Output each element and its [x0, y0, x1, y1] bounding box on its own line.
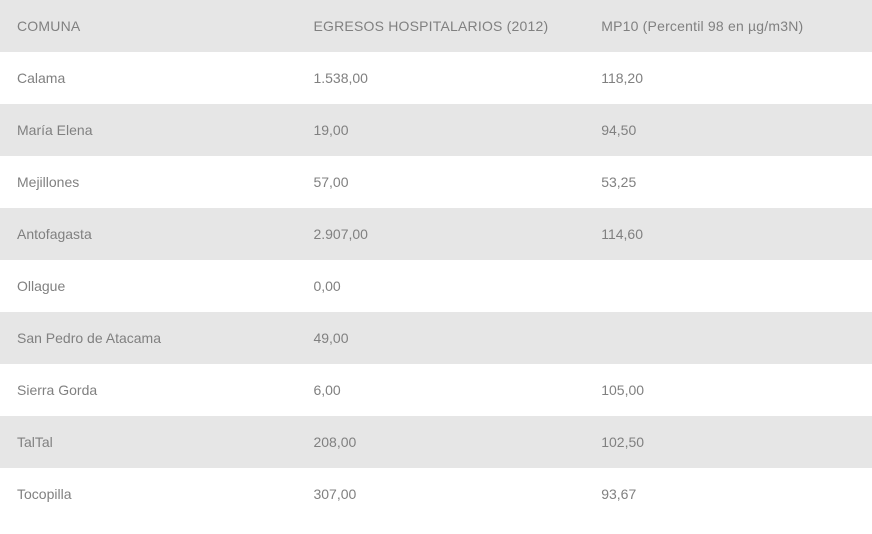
cell-comuna: Mejillones — [0, 156, 296, 208]
column-header-mp10: MP10 (Percentil 98 en µg/m3N) — [584, 0, 872, 52]
table-row: María Elena 19,00 94,50 — [0, 104, 872, 156]
cell-mp10 — [584, 260, 872, 312]
cell-egresos: 0,00 — [296, 260, 584, 312]
cell-mp10 — [584, 312, 872, 364]
cell-comuna: Sierra Gorda — [0, 364, 296, 416]
cell-mp10: 114,60 — [584, 208, 872, 260]
data-table: COMUNA EGRESOS HOSPITALARIOS (2012) MP10… — [0, 0, 872, 520]
column-header-comuna: COMUNA — [0, 0, 296, 52]
cell-egresos: 1.538,00 — [296, 52, 584, 104]
table-row: TalTal 208,00 102,50 — [0, 416, 872, 468]
cell-mp10: 118,20 — [584, 52, 872, 104]
cell-mp10: 102,50 — [584, 416, 872, 468]
cell-comuna: TalTal — [0, 416, 296, 468]
column-header-egresos: EGRESOS HOSPITALARIOS (2012) — [296, 0, 584, 52]
table-row: Sierra Gorda 6,00 105,00 — [0, 364, 872, 416]
cell-egresos: 307,00 — [296, 468, 584, 520]
cell-egresos: 19,00 — [296, 104, 584, 156]
table-row: San Pedro de Atacama 49,00 — [0, 312, 872, 364]
table-row: Antofagasta 2.907,00 114,60 — [0, 208, 872, 260]
table-body: Calama 1.538,00 118,20 María Elena 19,00… — [0, 52, 872, 520]
cell-egresos: 6,00 — [296, 364, 584, 416]
cell-egresos: 2.907,00 — [296, 208, 584, 260]
table-row: Tocopilla 307,00 93,67 — [0, 468, 872, 520]
cell-egresos: 57,00 — [296, 156, 584, 208]
cell-comuna: San Pedro de Atacama — [0, 312, 296, 364]
cell-comuna: Tocopilla — [0, 468, 296, 520]
cell-mp10: 93,67 — [584, 468, 872, 520]
cell-mp10: 105,00 — [584, 364, 872, 416]
cell-comuna: Antofagasta — [0, 208, 296, 260]
table-row: Calama 1.538,00 118,20 — [0, 52, 872, 104]
cell-mp10: 94,50 — [584, 104, 872, 156]
cell-mp10: 53,25 — [584, 156, 872, 208]
cell-egresos: 49,00 — [296, 312, 584, 364]
table-header-row: COMUNA EGRESOS HOSPITALARIOS (2012) MP10… — [0, 0, 872, 52]
cell-comuna: María Elena — [0, 104, 296, 156]
table-row: Ollague 0,00 — [0, 260, 872, 312]
cell-comuna: Ollague — [0, 260, 296, 312]
table-row: Mejillones 57,00 53,25 — [0, 156, 872, 208]
cell-comuna: Calama — [0, 52, 296, 104]
table-header: COMUNA EGRESOS HOSPITALARIOS (2012) MP10… — [0, 0, 872, 52]
cell-egresos: 208,00 — [296, 416, 584, 468]
